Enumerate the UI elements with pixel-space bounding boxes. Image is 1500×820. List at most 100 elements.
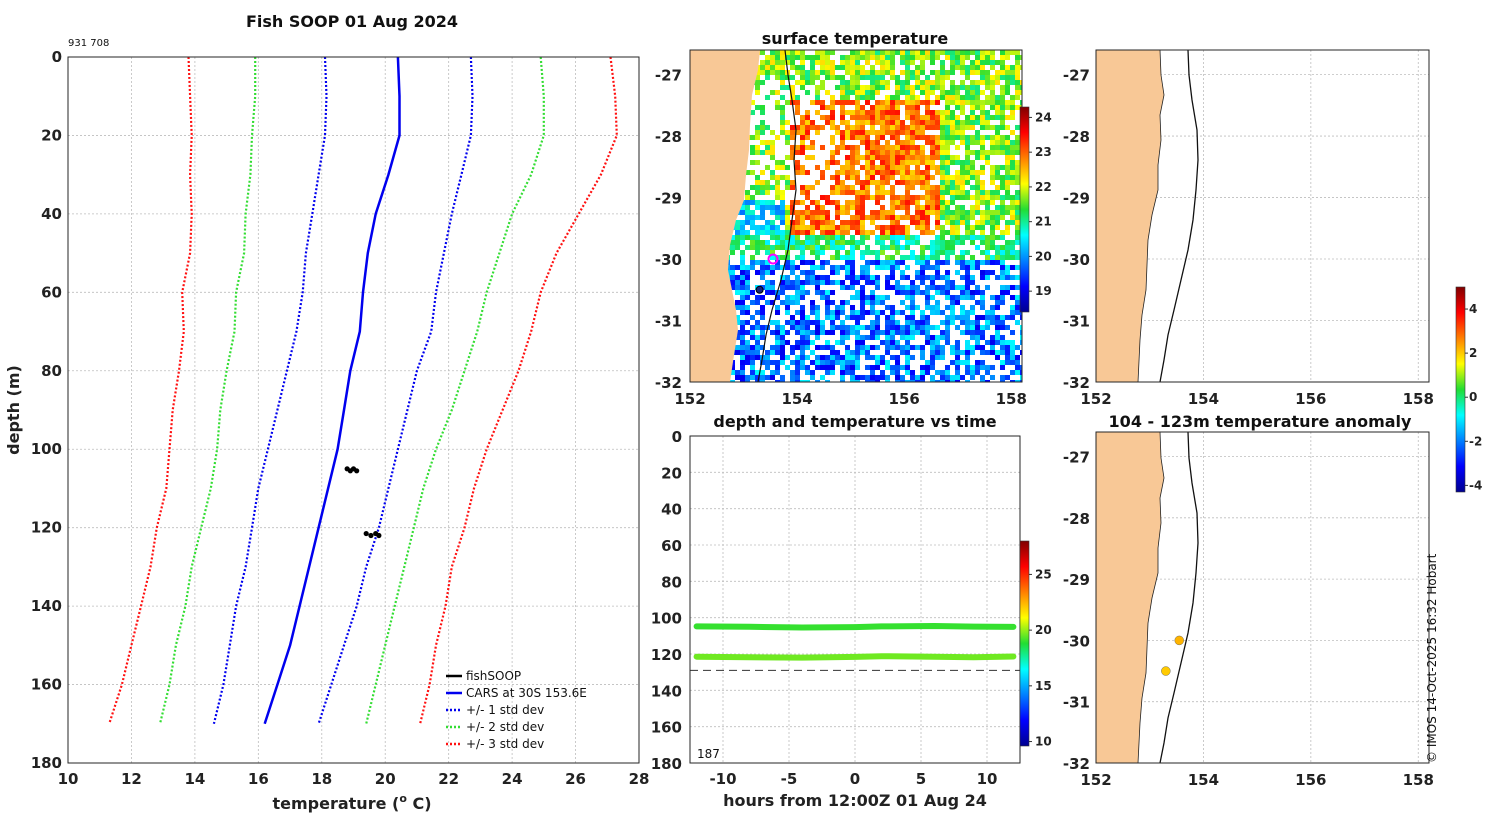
sst-cell <box>825 70 830 75</box>
sst-cell <box>780 265 785 270</box>
sst-cell <box>975 95 980 100</box>
sst-cell <box>750 315 755 320</box>
sst-cell <box>955 220 960 225</box>
sst-cell <box>870 150 875 155</box>
sst-cell <box>740 235 745 240</box>
sst-cell <box>825 260 830 265</box>
sst-cell <box>1020 325 1022 330</box>
sst-cell <box>1015 200 1020 205</box>
sst-cell <box>855 105 860 110</box>
sst-cell <box>830 125 835 130</box>
sst-cell <box>780 120 785 125</box>
sst-cell <box>815 285 820 290</box>
sst-cell <box>875 70 880 75</box>
sst-cell <box>840 170 845 175</box>
sst-cell <box>925 105 930 110</box>
sst-cell <box>775 100 780 105</box>
sst-cell <box>975 335 980 340</box>
sst-cell <box>955 215 960 220</box>
sst-cell <box>965 65 970 70</box>
sst-cell <box>830 325 835 330</box>
profile-panel: Fish SOOP 01 Aug 2024 931 708 10 12 14 16 18… <box>4 12 649 813</box>
sst-cell <box>820 100 825 105</box>
sst-cell <box>850 80 855 85</box>
sst-cell <box>870 195 875 200</box>
sst-cell <box>945 210 950 215</box>
sst-cell <box>860 345 865 350</box>
sst-cell <box>845 100 850 105</box>
sst-cell <box>1000 335 1005 340</box>
sst-cell <box>845 155 850 160</box>
sst-cell <box>895 250 900 255</box>
sst-cell <box>955 65 960 70</box>
sst-cell <box>805 345 810 350</box>
sst-cell <box>755 245 760 250</box>
sst-cell <box>800 225 805 230</box>
sst-cell <box>970 280 975 285</box>
sst-cell <box>835 355 840 360</box>
sst-cell <box>735 315 740 320</box>
sst-cell <box>895 245 900 250</box>
sst-cell <box>920 60 925 65</box>
sst-cell <box>935 70 940 75</box>
sst-cell <box>740 335 745 340</box>
sst-cell <box>870 330 875 335</box>
sst-cell <box>870 380 875 382</box>
sst-cell <box>870 160 875 165</box>
sst-cell <box>920 145 925 150</box>
sst-cell <box>790 375 795 380</box>
sst-cell <box>925 125 930 130</box>
sst-cell <box>825 230 830 235</box>
sst-cell <box>965 125 970 130</box>
sst-cell <box>1005 180 1010 185</box>
sst-cell <box>855 315 860 320</box>
sst-cell <box>770 220 775 225</box>
sst-cell <box>1010 305 1015 310</box>
sst-cell <box>1000 255 1005 260</box>
sst-cell <box>780 275 785 280</box>
sst-cell <box>870 125 875 130</box>
sst-cell <box>805 365 810 370</box>
sst-cell <box>770 140 775 145</box>
time-colorbar-label: 10 <box>1035 735 1052 749</box>
sst-cell <box>995 225 1000 230</box>
sst-cell <box>885 305 890 310</box>
sst-cell <box>790 135 795 140</box>
profile-lines <box>108 56 618 725</box>
profile-xtick-label: 16 <box>248 770 269 788</box>
sst-cell <box>785 55 790 60</box>
sst-cell <box>915 130 920 135</box>
sst-cell <box>785 225 790 230</box>
sst-cell <box>800 210 805 215</box>
sst-cell <box>965 190 970 195</box>
sst-cell <box>975 290 980 295</box>
sst-cell <box>740 380 745 382</box>
time-track-1 <box>693 653 1017 661</box>
sst-cell <box>965 380 970 382</box>
sst-cell <box>950 345 955 350</box>
sst-cell <box>985 270 990 275</box>
sst-cell <box>815 275 820 280</box>
profile-ytick-label: 40 <box>41 205 62 223</box>
sst-cell <box>730 370 735 375</box>
sst-cell <box>925 325 930 330</box>
sst-cell <box>840 140 845 145</box>
sst-cell <box>785 185 790 190</box>
sst-cell <box>910 250 915 255</box>
sst-cell <box>765 265 770 270</box>
sst-cell <box>965 50 970 55</box>
sst-cell <box>915 180 920 185</box>
sst-cell <box>800 340 805 345</box>
sst-cell <box>805 145 810 150</box>
sst-cell <box>790 225 795 230</box>
sst-cell <box>1000 140 1005 145</box>
sst-cell <box>1005 220 1010 225</box>
sst-cell <box>855 160 860 165</box>
sst-cell <box>915 240 920 245</box>
sst-cell <box>1010 340 1015 345</box>
sst-cell <box>965 285 970 290</box>
sst-cell <box>890 365 895 370</box>
sst-cell <box>905 95 910 100</box>
sst-cell <box>910 280 915 285</box>
fishsoop-point <box>363 530 369 537</box>
